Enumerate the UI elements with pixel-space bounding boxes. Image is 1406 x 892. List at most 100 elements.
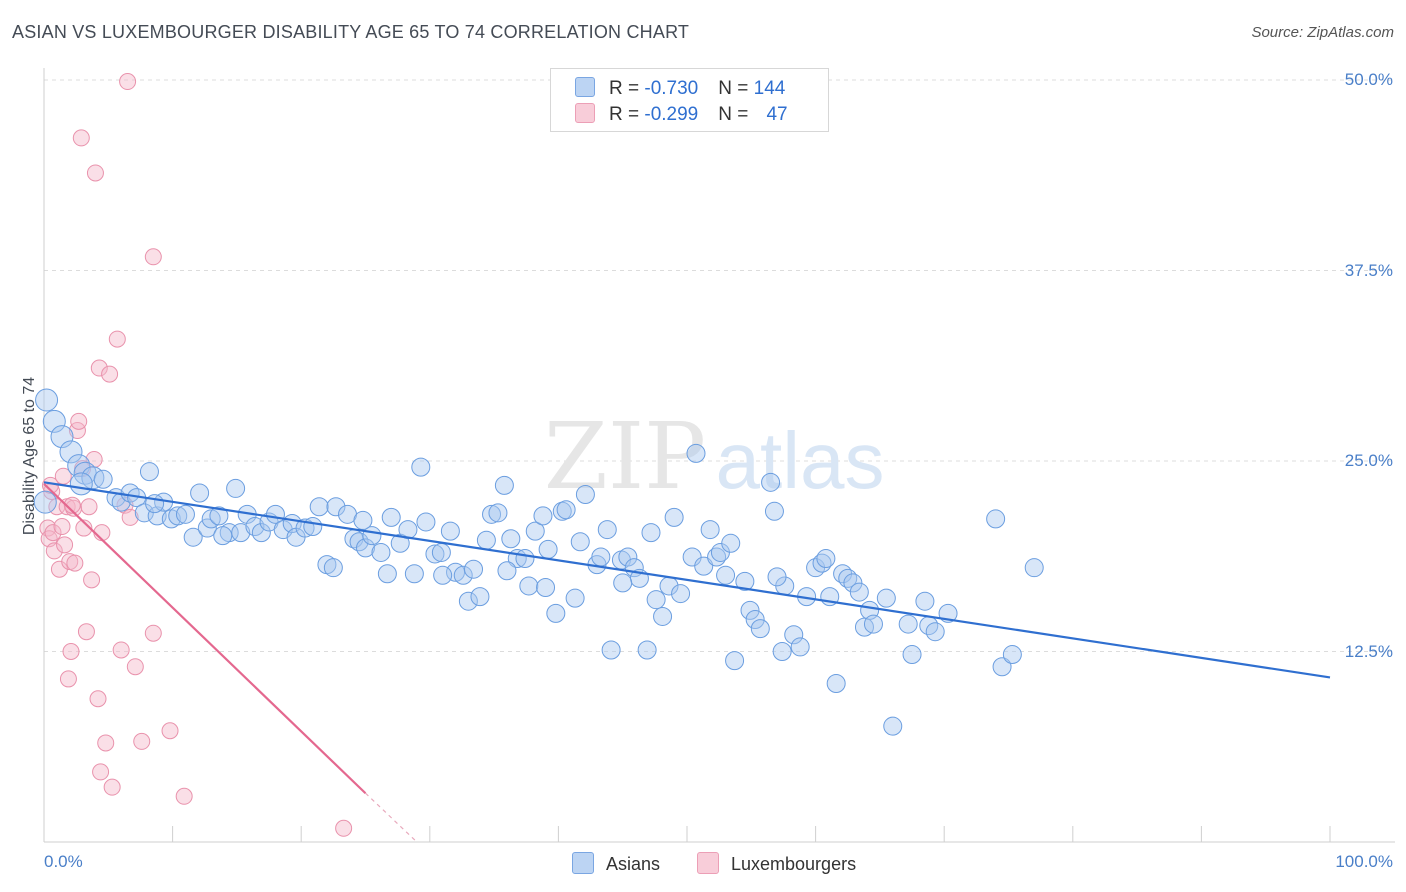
asians-point-102 (735, 571, 755, 591)
trend-lines (43, 481, 1331, 843)
asians-point-111 (790, 637, 810, 657)
asians-point-134 (1024, 558, 1044, 578)
legend-item-luxembourgers[interactable]: Luxembourgers (697, 852, 856, 875)
luxembourgers-point-28 (108, 330, 126, 348)
asians-point-40 (326, 497, 346, 517)
luxembourgers-points (39, 73, 353, 837)
legend-item-asians[interactable]: Asians (572, 852, 660, 875)
luxembourgers-point-35 (161, 722, 179, 740)
asians-point-68 (515, 549, 535, 569)
chart-title: ASIAN VS LUXEMBOURGER DISABILITY AGE 65 … (12, 22, 690, 42)
asians-point-52 (411, 457, 431, 477)
asians-point-66 (501, 529, 521, 549)
asians-point-70 (525, 521, 545, 541)
asians-point-61 (470, 587, 490, 607)
asians-point-138 (213, 526, 233, 546)
asians-point-89 (646, 590, 666, 610)
asians-point-147 (876, 588, 896, 608)
luxembourgers-point-8 (56, 536, 74, 554)
asians-point-135 (33, 490, 57, 514)
y-tick-label-0: 12.5% (1344, 641, 1393, 661)
legend-row-asians: R = -0.730 N = 144 (575, 77, 785, 100)
asians-point-55 (431, 542, 451, 562)
asians-point-63 (482, 504, 502, 524)
luxembourgers-point-7 (53, 518, 71, 536)
asians-point-129 (925, 622, 945, 642)
asians-trend-line (43, 481, 1331, 679)
asians-point-13 (139, 462, 159, 482)
asians-point-146 (816, 549, 836, 569)
asians-point-139 (353, 510, 373, 530)
asians-point-124 (883, 716, 903, 736)
asians-swatch (575, 77, 595, 97)
asians-point-26 (231, 523, 251, 543)
asians-point-97 (700, 520, 720, 540)
asians-point-20 (190, 483, 210, 503)
asians-point-103 (740, 600, 760, 620)
luxembourgers-trend-extension (365, 792, 418, 843)
asians-r-value: -0.730 (644, 78, 699, 99)
asians-point-18 (175, 504, 195, 524)
luxembourgers-point-19 (80, 498, 98, 516)
asians-point-21 (197, 518, 217, 538)
asians-point-3 (59, 440, 83, 464)
asians-point-53 (416, 512, 436, 532)
luxembourgers-legend-swatch (697, 852, 719, 874)
asians-point-7 (93, 469, 113, 489)
luxembourgers-point-20 (83, 571, 101, 589)
asians-point-57 (446, 562, 466, 582)
luxembourgers-point-16 (70, 412, 88, 430)
asians-point-65 (494, 475, 514, 495)
asians-point-22 (201, 509, 221, 529)
asians-point-72 (538, 539, 558, 559)
asians-point-2 (50, 425, 74, 449)
asians-point-101 (725, 651, 745, 671)
asians-point-82 (601, 640, 621, 660)
asians-point-17 (168, 506, 188, 526)
luxembourgers-point-36 (175, 787, 193, 805)
luxembourgers-point-23 (90, 359, 108, 377)
asians-point-84 (618, 547, 638, 567)
asians-point-81 (597, 520, 617, 540)
luxembourgers-point-39 (72, 129, 90, 147)
asians-point-144 (716, 565, 736, 585)
asians-point-127 (915, 591, 935, 611)
luxembourgers-n-value: 47 (766, 104, 788, 125)
asians-point-145 (767, 567, 787, 587)
luxembourgers-point-37 (335, 819, 353, 837)
asians-point-100 (721, 533, 741, 553)
luxembourgers-swatch (575, 103, 595, 123)
luxembourgers-point-40 (86, 164, 104, 182)
asians-point-25 (226, 478, 246, 498)
asians-point-116 (826, 674, 846, 694)
asians-point-132 (992, 657, 1012, 677)
asians-point-56 (440, 521, 460, 541)
asians-point-107 (764, 501, 784, 521)
asians-point-69 (519, 576, 539, 596)
luxembourgers-point-44 (63, 496, 81, 514)
asians-point-143 (613, 573, 633, 593)
asians-point-0 (35, 388, 59, 412)
asians-point-104 (745, 609, 765, 629)
asians-point-78 (575, 485, 595, 505)
asians-point-62 (476, 530, 496, 550)
luxembourgers-point-32 (126, 658, 144, 676)
asians-point-105 (750, 619, 770, 639)
asians-point-54 (425, 544, 445, 564)
luxembourgers-point-25 (97, 734, 115, 752)
asians-point-75 (556, 500, 576, 520)
asians-point-96 (694, 556, 714, 576)
asians-point-108 (772, 642, 792, 661)
luxembourgers-point-46 (92, 763, 110, 781)
asians-point-59 (458, 591, 478, 611)
asians-point-23 (209, 506, 229, 526)
asians-point-140 (433, 565, 453, 585)
y-tick-label-3: 50.0% (1344, 70, 1393, 89)
asians-legend-label: Asians (606, 854, 661, 874)
luxembourgers-point-29 (112, 641, 130, 659)
asians-point-92 (664, 507, 684, 527)
watermark-zip: ZIP (544, 403, 706, 510)
luxembourgers-point-31 (121, 508, 139, 526)
asians-point-136 (69, 472, 93, 496)
luxembourgers-point-41 (144, 248, 162, 266)
